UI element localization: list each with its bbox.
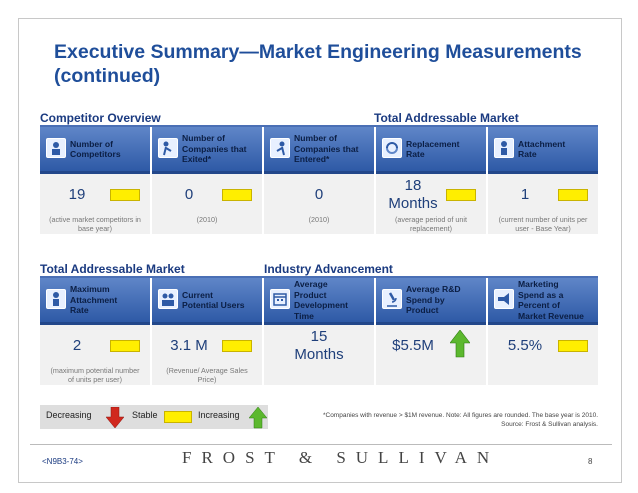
section-total-addressable-market-top: Total Addressable Market [374,111,519,125]
card-label: Current Potential Users [182,289,245,311]
bottom-card-5: Marketing Spend as a Percent of Market Reve… [488,278,598,388]
top-card-5: Attachment Rate 1 (current number of units … [488,127,598,237]
card-value: 15 Months [294,328,344,363]
card-body [488,325,598,385]
calendar-icon [270,289,290,309]
slide-code: <N9B3-74> [42,457,83,466]
card-body [152,174,262,234]
increasing-arrow-icon [249,407,267,429]
megaphone-icon [494,289,514,309]
users-icon [158,289,178,309]
legend-increasing-label: Increasing [198,410,240,420]
card-body [488,174,598,234]
stable-indicator-icon [110,189,140,201]
card-body [152,325,262,385]
card-label: Average Product Development Time [294,279,348,321]
stable-bar-icon [164,411,192,423]
card-label: Replacement Rate [406,138,460,160]
section-total-addressable-market-bottom: Total Addressable Market [40,262,185,276]
bottom-card-1: Maximum Attachment Rate 2 (maximum potential… [40,278,150,388]
enter-icon [270,138,290,158]
card-label: Average R&D Spend by Product [406,284,461,316]
card-header: Number of Companies that Entered* [264,127,374,174]
top-card-3: Number of Companies that Entered* 0 (2010) [264,127,374,237]
card-value: 18 Months [388,177,438,212]
card-value: 5.5% [507,337,543,354]
card-note: (maximum potential number of units per us… [50,366,140,384]
card-label: Number of Companies that Entered* [294,133,359,165]
stable-indicator-icon [222,340,252,352]
stable-indicator-icon [110,340,140,352]
legend-decreasing-label: Decreasing [46,410,92,420]
card-body [264,174,374,234]
card-value: 3.1 M [170,337,208,354]
legend: Decreasing Stable Increasing [40,405,268,429]
slide-frame [18,18,622,483]
card-header: Number of Competitors [40,127,150,174]
card-header: Number of Companies that Exited* [152,127,262,174]
section-divider-bottom [40,276,598,278]
card-label: Marketing Spend as a Percent of Market Reve… [518,279,584,321]
card-value: 0 [314,186,324,203]
section-industry-advancement: Industry Advancement [264,262,393,276]
section-divider-top [40,125,598,127]
card-header: Marketing Spend as a Percent of Market Reve… [488,278,598,325]
card-label: Number of Competitors [70,138,121,160]
card-body [376,174,486,234]
card-value: 0 [184,186,194,203]
card-body [40,325,150,385]
card-header: Replacement Rate [376,127,486,174]
brand-logo: FROST & SULLIVAN [182,448,500,467]
card-value: 1 [520,186,530,203]
legend-stable-label: Stable [132,410,158,420]
bottom-card-2: Current Potential Users 3.1 M (Revenue/ Ave… [152,278,262,388]
top-card-4: Replacement Rate 18 Months (average period o… [376,127,486,237]
attachment-icon [494,138,514,158]
card-label: Number of Companies that Exited* [182,133,247,165]
card-note: (active market competitors in base year) [49,215,141,233]
card-header: Average Product Development Time [264,278,374,325]
footer-divider [30,444,612,445]
card-header: Average R&D Spend by Product [376,278,486,325]
increasing-indicator-icon [450,330,470,358]
card-note: (average period of unit replacement) [395,215,467,233]
card-note: (Revenue/ Average Sales Price) [166,366,248,384]
card-value: $5.5M [392,337,434,354]
stable-indicator-icon [558,189,588,201]
card-note: (2010) [196,215,218,224]
max-attachment-icon [46,289,66,309]
page-title: Executive Summary—Market Engineering Mea… [54,41,582,87]
card-value: 19 [68,186,86,203]
card-body [376,325,486,385]
stable-indicator-icon [558,340,588,352]
card-body [40,174,150,234]
card-body [264,325,374,385]
page-number: 8 [588,457,593,466]
section-competitor-overview: Competitor Overview [40,111,161,125]
card-label: Attachment Rate [518,138,566,160]
stable-indicator-icon [446,189,476,201]
microscope-icon [382,289,402,309]
card-label: Maximum Attachment Rate [70,284,118,316]
bottom-card-3: Average Product Development Time 15 Months [264,278,374,388]
card-note: (current number of units per user - Base … [498,215,588,233]
bottom-card-4: Average R&D Spend by Product $5.5M [376,278,486,388]
card-value: 2 [72,337,82,354]
top-card-2: Number of Companies that Exited* 0 (2010) [152,127,262,237]
exit-icon [158,138,178,158]
replacement-icon [382,138,402,158]
card-note: (2010) [308,215,330,224]
card-header: Maximum Attachment Rate [40,278,150,325]
card-header: Current Potential Users [152,278,262,325]
footnote: *Companies with revenue > $1M revenue. N… [322,412,598,428]
card-header: Attachment Rate [488,127,598,174]
stable-indicator-icon [222,189,252,201]
competitors-icon [46,138,66,158]
decreasing-arrow-icon [106,407,124,429]
top-card-1: Number of Competitors 19 (active market com… [40,127,150,237]
